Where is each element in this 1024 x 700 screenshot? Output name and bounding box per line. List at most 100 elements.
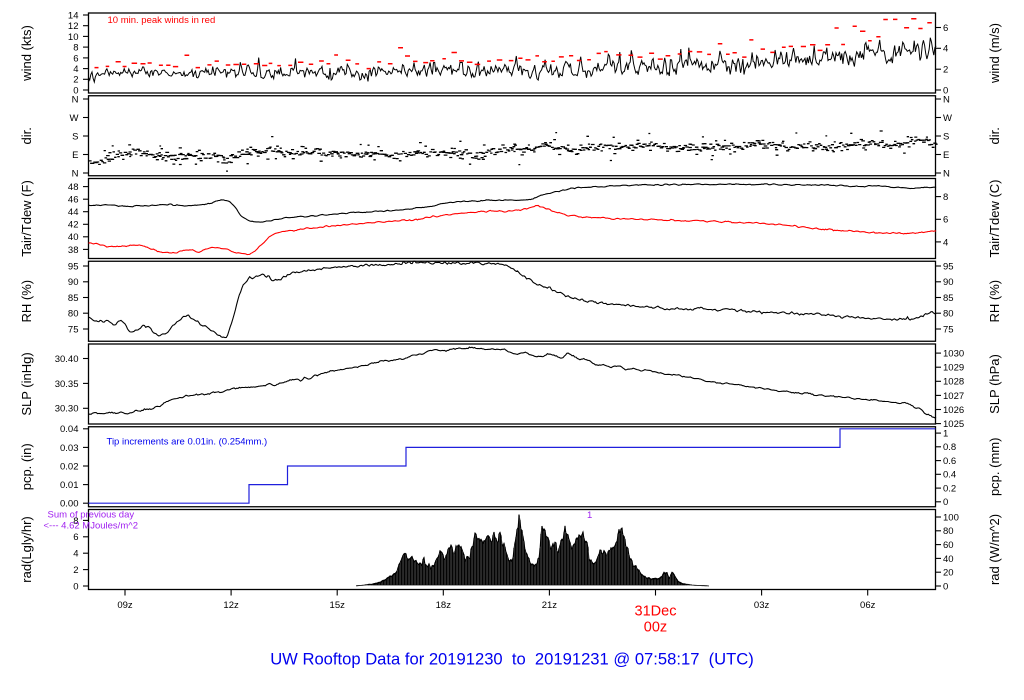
svg-text:0.00: 0.00: [60, 499, 79, 510]
svg-text:S: S: [72, 131, 78, 142]
svg-text:6: 6: [73, 532, 78, 543]
svg-text:2: 2: [73, 565, 78, 576]
svg-text:30.40: 30.40: [55, 354, 79, 365]
svg-text:18z: 18z: [436, 600, 452, 611]
svg-text:SLP (inHg): SLP (inHg): [19, 352, 34, 415]
svg-text:10 min. peak winds in red: 10 min. peak winds in red: [108, 15, 216, 26]
svg-text:0: 0: [943, 85, 948, 96]
svg-text:UW Rooftop Data for 20191230: UW Rooftop Data for 20191230 to 20191231…: [270, 650, 754, 669]
svg-text:0.01: 0.01: [60, 480, 79, 491]
svg-text:1027: 1027: [943, 391, 964, 402]
svg-text:00z: 00z: [644, 620, 667, 636]
svg-text:0: 0: [73, 85, 78, 96]
svg-text:N: N: [72, 94, 79, 105]
svg-text:pcp. (in): pcp. (in): [19, 443, 34, 490]
svg-text:8: 8: [943, 192, 948, 203]
svg-text:38: 38: [68, 245, 79, 256]
svg-text:06z: 06z: [860, 600, 876, 611]
svg-text:20: 20: [943, 568, 954, 579]
svg-text:N: N: [943, 94, 950, 105]
svg-text:12z: 12z: [223, 600, 239, 611]
svg-text:Sum of previous day: Sum of previous day: [48, 510, 135, 521]
svg-text:0.2: 0.2: [943, 484, 956, 495]
svg-text:09z: 09z: [117, 600, 133, 611]
svg-text:<--- 4.62 MJoules/m^2: <--- 4.62 MJoules/m^2: [44, 521, 138, 532]
svg-text:wind (kts): wind (kts): [19, 25, 34, 82]
svg-text:8: 8: [73, 43, 78, 54]
svg-text:40: 40: [68, 232, 79, 243]
svg-text:75: 75: [68, 324, 79, 335]
svg-text:90: 90: [68, 277, 79, 288]
svg-text:N: N: [72, 168, 79, 179]
svg-text:SLP (hPa): SLP (hPa): [987, 354, 1002, 414]
svg-text:4: 4: [73, 64, 78, 75]
svg-text:0.02: 0.02: [60, 461, 79, 472]
svg-text:100: 100: [943, 512, 959, 523]
svg-text:wind (m/s): wind (m/s): [987, 23, 1002, 84]
svg-text:46: 46: [68, 195, 79, 206]
svg-text:1: 1: [943, 429, 948, 440]
svg-text:31Dec: 31Dec: [635, 604, 677, 620]
svg-text:dir.: dir.: [987, 127, 1002, 144]
svg-text:0: 0: [73, 581, 78, 592]
svg-text:30.35: 30.35: [55, 379, 79, 390]
svg-text:rad (W/m^2): rad (W/m^2): [987, 514, 1002, 585]
svg-text:30.30: 30.30: [55, 404, 79, 415]
svg-text:1029: 1029: [943, 363, 964, 374]
svg-text:S: S: [943, 131, 949, 142]
svg-text:1030: 1030: [943, 349, 964, 360]
svg-text:2: 2: [73, 75, 78, 86]
svg-text:10: 10: [68, 32, 79, 43]
svg-text:N: N: [943, 168, 950, 179]
svg-text:75: 75: [943, 324, 954, 335]
svg-text:E: E: [72, 150, 78, 161]
svg-text:RH (%): RH (%): [987, 280, 1002, 323]
svg-text:42: 42: [68, 220, 79, 231]
svg-text:6: 6: [73, 53, 78, 64]
svg-text:40: 40: [943, 554, 954, 565]
svg-text:90: 90: [943, 277, 954, 288]
svg-text:03z: 03z: [754, 600, 770, 611]
svg-text:RH (%): RH (%): [19, 280, 34, 323]
svg-text:80: 80: [943, 309, 954, 320]
svg-text:4: 4: [73, 549, 78, 560]
svg-text:W: W: [70, 113, 79, 124]
svg-text:15z: 15z: [330, 600, 346, 611]
svg-text:60: 60: [943, 540, 954, 551]
svg-text:6: 6: [943, 23, 948, 34]
svg-text:W: W: [943, 113, 952, 124]
svg-text:1025: 1025: [943, 419, 964, 430]
svg-text:6: 6: [943, 215, 948, 226]
svg-text:0: 0: [943, 497, 948, 508]
svg-text:0.6: 0.6: [943, 456, 956, 467]
svg-text:8: 8: [73, 516, 78, 527]
svg-text:0: 0: [943, 581, 948, 592]
svg-text:4: 4: [943, 237, 948, 248]
svg-text:21z: 21z: [542, 600, 558, 611]
svg-text:Tair/Tdew (F): Tair/Tdew (F): [19, 180, 34, 257]
svg-text:80: 80: [68, 309, 79, 320]
svg-text:95: 95: [68, 261, 79, 272]
svg-text:85: 85: [943, 293, 954, 304]
svg-text:1: 1: [587, 510, 592, 521]
svg-text:0.03: 0.03: [60, 443, 79, 454]
svg-text:1028: 1028: [943, 377, 964, 388]
svg-text:0.04: 0.04: [60, 424, 79, 435]
svg-text:2: 2: [943, 65, 948, 76]
svg-text:rad(Lgly/hr): rad(Lgly/hr): [19, 516, 34, 582]
svg-text:44: 44: [68, 207, 79, 218]
svg-text:pcp. (mm): pcp. (mm): [987, 438, 1002, 497]
svg-text:14: 14: [68, 10, 79, 21]
svg-text:85: 85: [68, 293, 79, 304]
svg-text:Tair/Tdew (C): Tair/Tdew (C): [987, 179, 1002, 257]
svg-text:Tip increments are 0.01in. (0.: Tip increments are 0.01in. (0.254mm.): [107, 437, 268, 448]
svg-text:E: E: [943, 150, 949, 161]
svg-text:1026: 1026: [943, 405, 964, 416]
svg-text:0.4: 0.4: [943, 470, 956, 481]
svg-text:80: 80: [943, 526, 954, 537]
svg-text:95: 95: [943, 261, 954, 272]
svg-text:12: 12: [68, 21, 79, 32]
svg-text:0.8: 0.8: [943, 442, 956, 453]
svg-text:dir.: dir.: [19, 127, 34, 144]
svg-text:48: 48: [68, 182, 79, 193]
